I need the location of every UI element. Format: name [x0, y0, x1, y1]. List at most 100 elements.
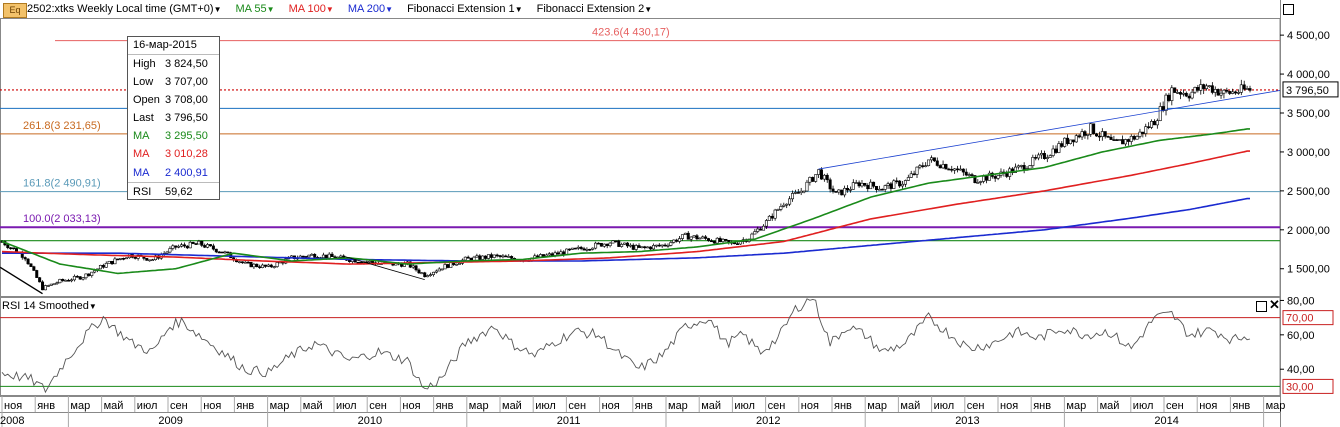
candle [672, 239, 676, 244]
candle [680, 234, 684, 241]
candle-body [678, 238, 682, 242]
candle-body [779, 206, 783, 210]
candle [762, 224, 766, 231]
candle-body [1210, 85, 1214, 93]
candle [49, 283, 53, 286]
info-row-key: MA [133, 166, 150, 179]
candle-body [223, 251, 227, 254]
candle-body [1138, 131, 1142, 137]
candle-body [617, 240, 621, 247]
candle [874, 185, 878, 193]
candle [1008, 166, 1012, 180]
month-label: июл [1133, 400, 1154, 412]
instrument-icon[interactable]: Eq [3, 3, 27, 18]
candle-body [174, 245, 178, 248]
candle-body [718, 237, 722, 242]
price-tick-label: 1 500,00 [1287, 264, 1330, 276]
candle [81, 277, 85, 281]
month-label: май [900, 400, 920, 412]
ma200-legend[interactable]: MA 200▼ [347, 3, 394, 15]
candle [119, 257, 123, 261]
candle-body [947, 168, 951, 171]
candle-body [550, 253, 554, 256]
candle-body [255, 263, 259, 268]
candle-body [208, 244, 212, 247]
candle [1106, 135, 1110, 138]
candle-body [556, 252, 560, 255]
candle-body [805, 181, 809, 192]
candle [594, 241, 598, 250]
candle-body [1242, 84, 1246, 90]
candle-body [912, 173, 916, 176]
maximize-price-panel-icon[interactable] [1283, 4, 1294, 15]
candle [237, 261, 241, 264]
month-label: июл [934, 400, 955, 412]
candle-body [185, 245, 189, 249]
symbol-title[interactable]: 2502:xtks Weekly Local time (GMT+0)▼ [27, 3, 222, 15]
candle [414, 264, 418, 272]
month-label: июл [137, 400, 158, 412]
candle [1097, 131, 1101, 141]
candle [596, 242, 600, 245]
candle-body [950, 168, 954, 171]
candle-body [301, 255, 305, 258]
candle-body [828, 179, 832, 190]
candle-body [1181, 92, 1185, 95]
candle-body [837, 189, 841, 193]
info-row-key: High [133, 58, 156, 70]
candle [814, 174, 818, 183]
candle [1034, 154, 1038, 161]
candle [623, 242, 627, 245]
candle-body [1097, 135, 1101, 138]
candle [996, 175, 1000, 181]
candle-body [475, 255, 479, 258]
candle [255, 263, 259, 268]
candle [846, 185, 850, 193]
candle-body [1028, 165, 1032, 169]
fib2-legend[interactable]: Fibonacci Extension 2▼ [536, 3, 653, 15]
candle [602, 243, 606, 248]
candle [808, 176, 812, 186]
ma55-legend[interactable]: MA 55▼ [235, 3, 275, 15]
candle-body [211, 245, 215, 250]
candle-body [695, 235, 699, 240]
candle-body [582, 248, 586, 251]
rsi-tick-label: 80,00 [1287, 295, 1315, 307]
rsi-panel-title[interactable]: RSI 14 Smoothed▼ [2, 300, 97, 312]
candle-body [1231, 91, 1235, 94]
candle-body [1016, 165, 1020, 168]
candle-body [735, 243, 739, 245]
candle [631, 243, 635, 251]
candle-body [87, 273, 91, 276]
fib1-legend[interactable]: Fibonacci Extension 1▼ [407, 3, 523, 15]
candle-body [356, 261, 360, 264]
candle [431, 271, 435, 277]
info-row-rsi: RSI 59,62 [128, 181, 219, 201]
candle-body [715, 237, 719, 244]
candle [1132, 134, 1136, 141]
candle [912, 170, 916, 176]
candle [709, 239, 713, 243]
info-row-key: Last [133, 112, 154, 125]
candle-body [35, 270, 39, 278]
candle-body [811, 177, 815, 182]
candle-body [1031, 157, 1035, 166]
candle [718, 236, 722, 243]
candle [840, 189, 844, 196]
info-row-value: 3 295,50 [165, 130, 208, 143]
candle [84, 273, 88, 280]
candle [753, 228, 757, 235]
close-rsi-panel-icon[interactable]: ✕ [1269, 297, 1280, 312]
candle [188, 240, 192, 249]
candle [976, 179, 980, 184]
candle-body [631, 244, 635, 250]
candle [437, 267, 441, 272]
candle-body [1236, 92, 1240, 94]
candle-body [585, 248, 589, 251]
maximize-rsi-panel-icon[interactable] [1256, 301, 1267, 312]
candle-body [458, 263, 462, 265]
candle-body [628, 244, 632, 247]
ma100-legend[interactable]: MA 100▼ [288, 3, 334, 15]
candle [1037, 152, 1041, 161]
